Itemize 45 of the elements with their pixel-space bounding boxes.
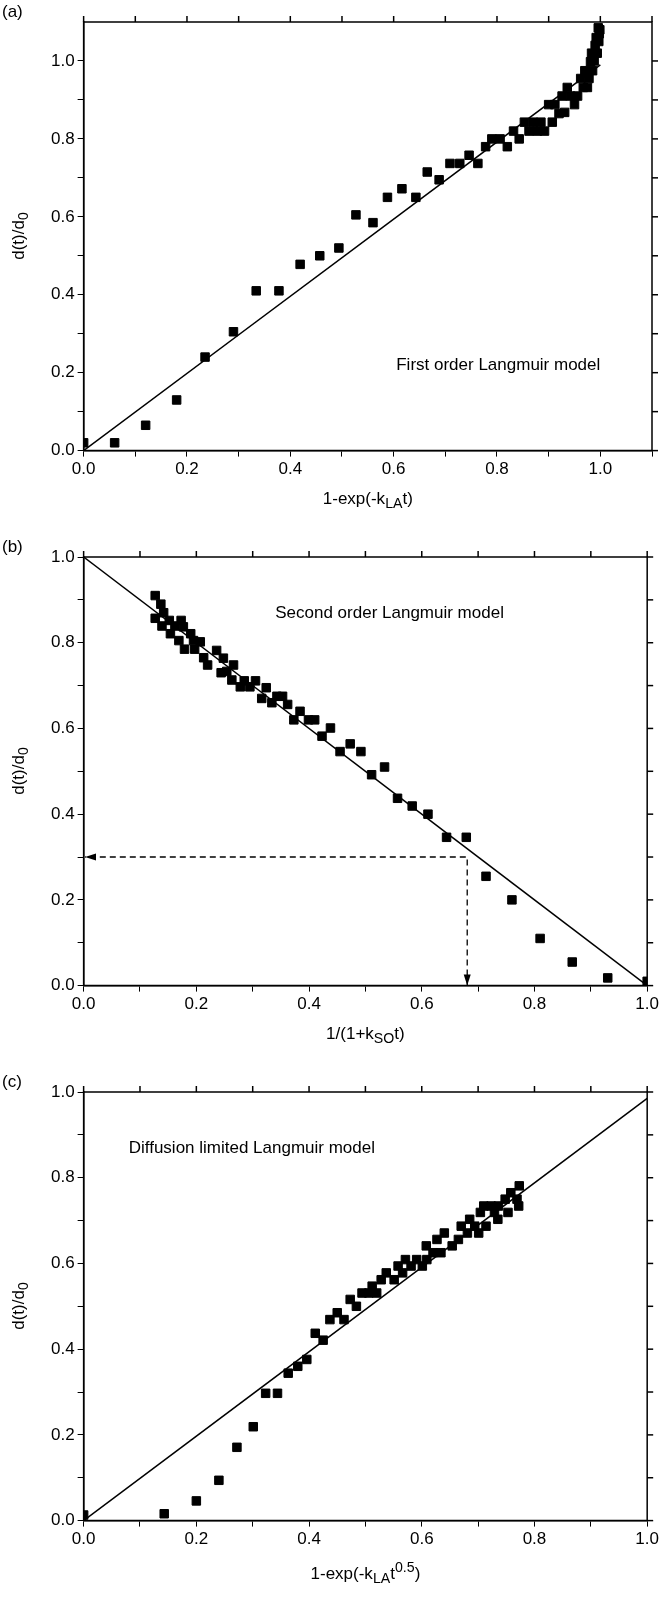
x-tick-label: 0.0 — [71, 994, 96, 1014]
x-tick-label: 0.2 — [184, 1529, 209, 1549]
y-tick-label: 0.0 — [50, 975, 75, 995]
x-tick-label: 0.2 — [175, 459, 199, 479]
y-tick-label: 0.4 — [50, 803, 75, 823]
y-tick-label: 0.6 — [50, 206, 75, 226]
x-tick-label: 0.8 — [485, 459, 509, 479]
x-tick-label: 0.4 — [278, 459, 303, 479]
y-tick-label: 0.4 — [50, 284, 75, 304]
x-tick-label: 0.0 — [71, 1529, 96, 1549]
x-tick-label: 0.2 — [184, 994, 209, 1014]
x-tick-label: 0.4 — [297, 994, 321, 1014]
x-tick-label: 1.0 — [588, 459, 613, 479]
y-tick-label: 0.8 — [50, 128, 75, 148]
x-tick-label: 0.6 — [381, 459, 406, 479]
x-tick-label: 0.8 — [522, 994, 547, 1014]
y-tick-label: 0.8 — [50, 632, 75, 652]
text: (c) — [2, 1072, 22, 1092]
text: (b) — [2, 537, 23, 557]
y-tick-label: 1.0 — [50, 1081, 75, 1101]
x-tick-label: 0.6 — [409, 994, 434, 1014]
x-axis-title: 1-exp(-k$_{LA}$t) — [322, 488, 413, 511]
y-tick-label: 0.0 — [50, 440, 75, 460]
y-tick-label: 0.4 — [50, 1338, 75, 1358]
x-axis-title: 1/(1+k$_{SO}$t) — [326, 1023, 405, 1046]
x-tick-label: 0.4 — [297, 1529, 321, 1549]
y-tick-label: 0.0 — [50, 1510, 75, 1530]
y-tick-label: 1.0 — [50, 50, 75, 70]
x-tick-label: 0.6 — [409, 1529, 434, 1549]
text: (a) — [2, 2, 23, 22]
annotation: Diffusion limited Langmuir model — [128, 1137, 376, 1158]
y-tick-label: 0.6 — [50, 1253, 75, 1273]
y-tick-label: 0.8 — [50, 1167, 75, 1187]
y-tick-label: 0.2 — [50, 1424, 75, 1444]
x-axis-title: 1-exp(-k$_{LA}$t$^{0.5}$) — [310, 1558, 421, 1586]
y-tick-label: 0.2 — [50, 362, 75, 382]
x-tick-label: 1.0 — [635, 994, 659, 1014]
x-tick-label: 1.0 — [635, 1529, 659, 1549]
y-tick-label: 0.2 — [50, 889, 75, 909]
annotation: First order Langmuir model — [396, 354, 601, 375]
annotation: Second order Langmuir model — [275, 602, 504, 623]
x-tick-label: 0.8 — [522, 1529, 547, 1549]
y-tick-label: 1.0 — [50, 546, 75, 566]
x-tick-label: 0.0 — [71, 459, 96, 479]
y-tick-label: 0.6 — [50, 718, 75, 738]
